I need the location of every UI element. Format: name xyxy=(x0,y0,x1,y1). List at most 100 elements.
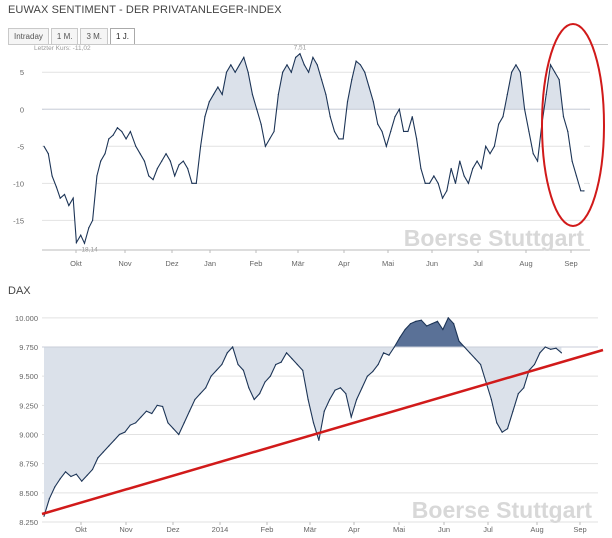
data-point xyxy=(528,130,530,133)
data-point xyxy=(188,410,191,412)
data-point xyxy=(308,71,310,73)
data-point xyxy=(108,138,110,140)
data-point xyxy=(221,93,223,96)
data-point xyxy=(480,167,482,170)
data-point xyxy=(453,323,455,325)
data-point xyxy=(437,182,439,184)
data-point xyxy=(485,145,487,147)
y-tick-label: -15 xyxy=(13,216,24,225)
data-point xyxy=(247,71,249,73)
tab-1-year[interactable]: 1 J. xyxy=(110,28,135,44)
below-baseline-area xyxy=(44,347,562,517)
x-tick-label: Mai xyxy=(393,525,405,534)
data-point xyxy=(338,138,340,140)
data-point xyxy=(550,348,552,350)
data-point xyxy=(92,219,94,221)
data-point xyxy=(316,64,318,66)
data-point xyxy=(377,363,379,366)
data-point xyxy=(121,130,123,133)
data-point xyxy=(113,439,115,441)
data-point xyxy=(217,86,219,88)
data-point xyxy=(145,410,148,412)
data-point xyxy=(182,160,184,162)
data-point xyxy=(398,108,400,110)
x-tick-label: Dez xyxy=(165,259,179,268)
data-point xyxy=(502,116,504,118)
tab-1-month[interactable]: 1 M. xyxy=(50,28,79,44)
watermark-logo: Boerse Stuttgart xyxy=(404,225,585,251)
data-point xyxy=(458,340,460,342)
data-point xyxy=(302,369,304,371)
data-point xyxy=(259,393,261,395)
data-point xyxy=(536,160,539,162)
data-point xyxy=(238,64,241,66)
tab-intraday[interactable]: Intraday xyxy=(8,28,49,44)
data-point xyxy=(273,130,275,133)
data-point xyxy=(139,153,141,155)
data-point xyxy=(469,352,471,354)
data-point xyxy=(312,56,314,59)
data-point xyxy=(390,130,392,133)
data-point xyxy=(210,375,212,377)
data-point xyxy=(264,145,266,147)
data-point xyxy=(472,167,474,170)
data-point xyxy=(515,64,517,66)
data-point xyxy=(251,93,254,96)
data-point xyxy=(420,167,422,170)
data-point xyxy=(215,369,218,371)
x-tick-label: Jun xyxy=(426,259,438,268)
data-point xyxy=(148,175,150,177)
data-point xyxy=(80,234,82,236)
data-point xyxy=(212,93,215,96)
data-point xyxy=(280,361,282,363)
data-point xyxy=(359,64,362,66)
data-point xyxy=(554,71,556,73)
data-point xyxy=(372,370,374,373)
data-point xyxy=(286,64,288,66)
data-point xyxy=(382,352,385,354)
data-point xyxy=(496,422,498,424)
y-tick-label: 0 xyxy=(20,105,24,114)
data-point xyxy=(285,352,288,354)
data-point xyxy=(342,138,344,140)
data-point xyxy=(230,64,232,66)
data-point xyxy=(512,410,514,412)
data-point xyxy=(381,130,383,133)
data-point xyxy=(446,190,448,192)
data-point xyxy=(350,416,352,418)
data-point xyxy=(356,398,358,401)
data-point xyxy=(195,182,197,184)
data-point xyxy=(64,471,67,473)
data-point xyxy=(411,116,413,118)
data-point xyxy=(493,145,495,147)
data-point xyxy=(511,71,513,73)
x-tick-label: Nov xyxy=(118,259,132,268)
data-point xyxy=(544,346,546,348)
watermark-logo: Boerse Stuttgart xyxy=(412,497,593,523)
data-point xyxy=(124,431,126,433)
data-point xyxy=(140,416,142,418)
data-point xyxy=(501,431,503,433)
data-point xyxy=(83,242,86,244)
data-point xyxy=(366,375,368,377)
data-point xyxy=(562,116,565,118)
data-point xyxy=(208,101,210,103)
data-point xyxy=(269,138,271,140)
data-point xyxy=(506,93,508,96)
x-tick-label: Jul xyxy=(483,525,493,534)
data-point xyxy=(88,227,90,229)
x-tick-label: Sep xyxy=(573,525,586,534)
data-point xyxy=(431,323,433,325)
data-point xyxy=(234,71,236,73)
data-point xyxy=(463,175,465,177)
tab-3-months[interactable]: 3 M. xyxy=(80,28,109,44)
y-tick-label: 5 xyxy=(20,68,24,77)
data-point xyxy=(43,515,45,517)
data-point xyxy=(226,352,228,354)
data-point xyxy=(533,363,536,366)
data-point xyxy=(75,241,77,244)
sentiment-chart: 5 0 -5 -10 -15 Okt Nov Dez Jan Feb Mär Apr Mai Jun Jul… xyxy=(13,23,605,268)
x-tick-label: Feb xyxy=(261,525,274,534)
data-point xyxy=(200,145,202,147)
x-tick-label: Apr xyxy=(338,259,350,268)
